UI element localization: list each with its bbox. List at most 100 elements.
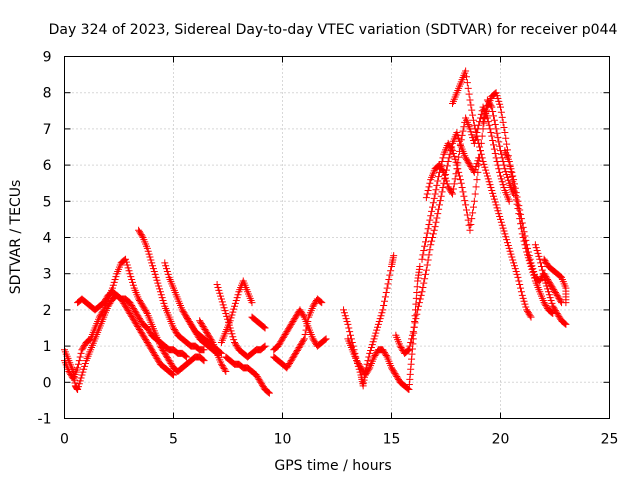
- data-point: [290, 352, 298, 360]
- data-point: [160, 348, 168, 356]
- data-point: [536, 277, 544, 285]
- data-point: [136, 327, 144, 335]
- data-point: [503, 173, 511, 181]
- data-point: [440, 168, 448, 176]
- data-point: [493, 204, 501, 212]
- data-point: [524, 244, 532, 252]
- data-point: [104, 302, 112, 310]
- data-point: [296, 306, 304, 314]
- data-point: [486, 181, 494, 189]
- data-point: [500, 161, 508, 169]
- data-point: [439, 184, 447, 192]
- data-point: [259, 323, 267, 331]
- data-point: [394, 375, 402, 383]
- data-point: [461, 197, 469, 205]
- data-point: [421, 275, 429, 283]
- data-point: [462, 67, 470, 75]
- data-point: [449, 147, 457, 155]
- data-point: [549, 284, 557, 292]
- data-point: [135, 226, 143, 234]
- data-point: [493, 129, 501, 137]
- data-point: [491, 121, 499, 129]
- data-point: [499, 118, 507, 126]
- data-point: [170, 324, 177, 332]
- data-point: [284, 326, 292, 334]
- data-point: [460, 192, 468, 200]
- data-point: [206, 334, 214, 342]
- data-point: [497, 108, 505, 116]
- data-point: [497, 172, 504, 180]
- data-point: [261, 324, 269, 332]
- data-point: [508, 253, 516, 261]
- data-point: [96, 312, 104, 320]
- data-point: [497, 103, 504, 111]
- data-point: [490, 145, 498, 153]
- data-point: [371, 332, 379, 340]
- data-point: [514, 205, 522, 213]
- data-point: [220, 365, 228, 373]
- data-point: [448, 145, 456, 153]
- data-point: [524, 248, 532, 256]
- data-point: [463, 79, 471, 87]
- data-point: [106, 299, 114, 307]
- y-tick-label: 3: [43, 267, 52, 283]
- data-point: [428, 203, 436, 211]
- data-point: [495, 165, 503, 173]
- data-point: [374, 323, 382, 331]
- data-point: [160, 299, 168, 307]
- data-point: [497, 215, 504, 223]
- data-point: [388, 365, 396, 373]
- data-point: [75, 380, 83, 388]
- data-point: [561, 320, 569, 328]
- data-point: [466, 226, 474, 234]
- data-point: [123, 305, 131, 313]
- data-point: [520, 297, 528, 305]
- data-point: [133, 321, 141, 329]
- data-point: [526, 255, 534, 263]
- data-point: [531, 241, 539, 249]
- data-point: [427, 212, 435, 220]
- data-point: [498, 221, 506, 229]
- data-point: [291, 351, 299, 359]
- data-point: [434, 210, 442, 218]
- data-point: [463, 157, 471, 165]
- data-point: [495, 97, 503, 105]
- data-point: [512, 196, 520, 204]
- data-point: [496, 213, 504, 221]
- data-point: [287, 320, 295, 328]
- data-point: [159, 296, 167, 304]
- data-point: [543, 260, 551, 268]
- data-point: [465, 160, 473, 168]
- data-point: [503, 239, 511, 247]
- data-point: [544, 288, 552, 296]
- data-point: [295, 344, 303, 352]
- data-point: [257, 378, 265, 386]
- data-point: [385, 275, 393, 283]
- data-point: [128, 312, 136, 320]
- data-point: [397, 344, 405, 352]
- data-point: [551, 307, 559, 315]
- data-point: [358, 365, 366, 373]
- data-point: [215, 286, 223, 294]
- data-point: [129, 304, 137, 312]
- data-point: [181, 352, 189, 360]
- data-point: [518, 219, 526, 227]
- data-point: [403, 384, 411, 392]
- data-point: [482, 166, 490, 174]
- data-point: [155, 357, 163, 365]
- data-point: [487, 129, 495, 137]
- data-point: [503, 171, 511, 179]
- data-point: [207, 336, 215, 344]
- data-point: [297, 307, 305, 315]
- data-point: [409, 328, 417, 336]
- data-point: [76, 353, 84, 361]
- data-point: [102, 294, 110, 302]
- data-point: [500, 123, 508, 131]
- data-point: [291, 315, 299, 323]
- data-point: [139, 331, 147, 339]
- data-point: [362, 370, 370, 378]
- data-point: [514, 197, 522, 205]
- data-point: [438, 165, 446, 173]
- data-point: [381, 349, 389, 357]
- x-tick-label: 20: [492, 432, 510, 448]
